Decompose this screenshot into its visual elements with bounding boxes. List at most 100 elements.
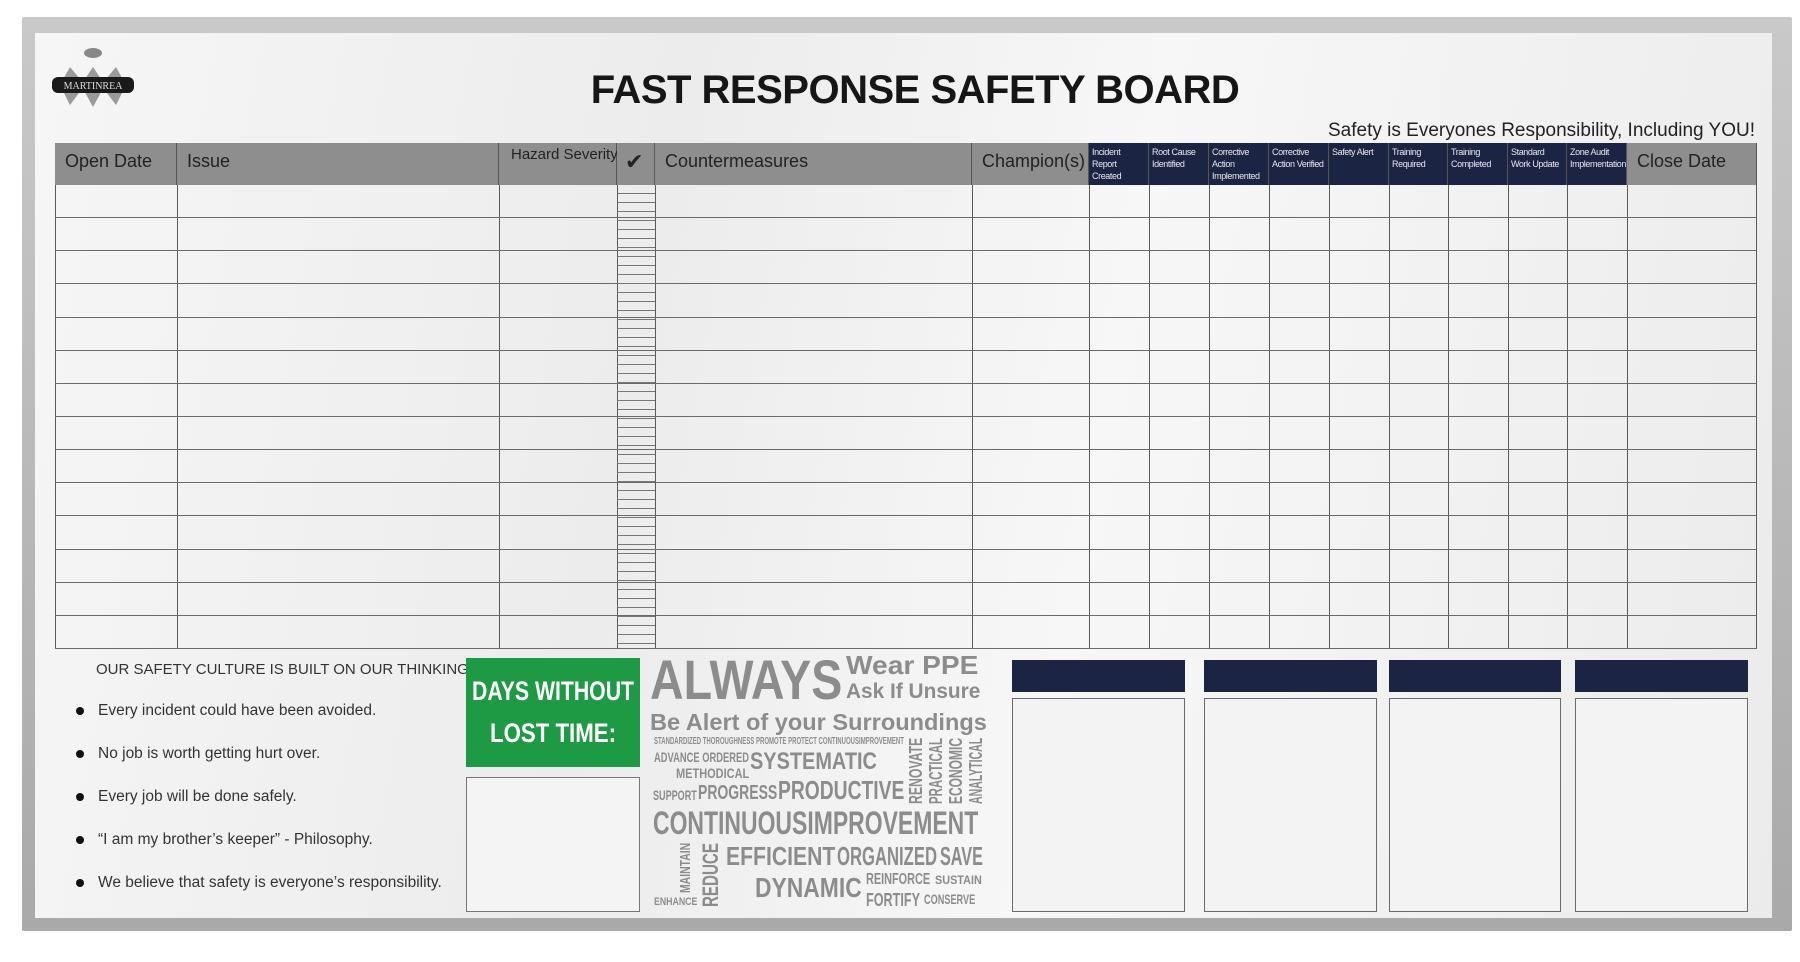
bullet-icon: [76, 878, 84, 887]
grid-column-line: [1089, 185, 1090, 649]
word: SAVE: [940, 841, 983, 871]
word: RENOVATE: [906, 737, 926, 804]
grid-row-line: [55, 217, 1757, 218]
panel-box-4[interactable]: [1575, 698, 1748, 912]
word: SUPPORT: [653, 787, 697, 803]
column-header: Training Completed: [1448, 143, 1508, 185]
panel-box-3[interactable]: [1389, 698, 1561, 912]
bullet-icon: [76, 749, 84, 758]
grid-row-line: [55, 582, 1757, 583]
column-header: Zone Audit Implementation: [1567, 143, 1627, 185]
bullet-icon: [76, 706, 84, 715]
word: ECONOMIC: [946, 738, 966, 804]
panel-header-3: [1389, 660, 1561, 692]
bullet-text: “I am my brother’s keeper” - Philosophy.: [98, 831, 373, 848]
safety-word-cloud: ALWAYS Wear PPE Ask If Unsure Be Alert o…: [650, 652, 992, 918]
column-header: Root Cause Identified: [1149, 143, 1209, 185]
days-without-lost-time-label: DAYS WITHOUT LOST TIME:: [466, 658, 640, 767]
word: REDUCE: [698, 843, 723, 907]
culture-bullet: We believe that safety is everyone’s res…: [76, 874, 442, 892]
column-header: Corrective Action Verified: [1269, 143, 1329, 185]
word: ENHANCE: [654, 896, 698, 908]
board-subtitle: Safety is Everyones Responsibility, Incl…: [1328, 120, 1755, 141]
grid-column-line: [1627, 185, 1628, 649]
grid-row-line: [55, 549, 1757, 550]
column-header: Champion(s): [972, 143, 1089, 185]
word: CONSERVE: [924, 891, 976, 907]
grid-column-line: [1209, 185, 1210, 649]
grid-row-line: [55, 383, 1757, 384]
grid-column-line: [655, 185, 656, 649]
word: SYSTEMATIC: [750, 748, 877, 775]
grid-row-line: [55, 283, 1757, 284]
panel-box-1[interactable]: [1012, 698, 1185, 912]
column-header: Issue: [177, 143, 499, 185]
word: EFFICIENT: [726, 841, 836, 871]
culture-bullet: Every incident could have been avoided.: [76, 702, 376, 720]
column-header: Training Required: [1389, 143, 1448, 185]
grid-row-line: [55, 515, 1757, 516]
culture-bullet: No job is worth getting hurt over.: [76, 745, 320, 763]
grid-row-line: [55, 648, 1757, 649]
grid-row-line: [55, 615, 1757, 616]
grid-row-line: [55, 449, 1757, 450]
grid-column-line: [1756, 185, 1757, 649]
word-alert: Be Alert of your Surroundings: [650, 709, 987, 735]
panel-header-2: [1204, 660, 1377, 692]
bullet-text: Every job will be done safely.: [98, 788, 297, 805]
grid-column-line: [1329, 185, 1330, 649]
grid-column-line: [972, 185, 973, 649]
word: PROGRESS: [698, 782, 778, 804]
column-header: ✔: [617, 143, 655, 185]
column-header: Incident Report Created: [1089, 143, 1149, 185]
bullet-icon: [76, 835, 84, 844]
word: DYNAMIC: [755, 872, 862, 903]
column-header: Corrective Action Implemented: [1209, 143, 1269, 185]
word: ORGANIZED: [837, 841, 937, 871]
bullet-text: We believe that safety is everyone’s res…: [98, 874, 442, 891]
checkbox-column[interactable]: [617, 185, 655, 649]
word: CONTINUOUSIMPROVEMENT: [653, 805, 979, 841]
panel-header-1: [1012, 660, 1185, 692]
culture-bullet: “I am my brother’s keeper” - Philosophy.: [76, 831, 373, 849]
word: REINFORCE: [866, 871, 931, 888]
word: MAINTAIN: [677, 842, 694, 893]
bullet-icon: [76, 792, 84, 801]
panel-header-4: [1575, 660, 1748, 692]
grid-row-line: [55, 317, 1757, 318]
grid-row-line: [55, 416, 1757, 417]
bullet-text: Every incident could have been avoided.: [98, 702, 377, 719]
grid-row-line: [55, 250, 1757, 251]
grid-column-line: [1567, 185, 1568, 649]
word-ask: Ask If Unsure: [846, 680, 981, 703]
bullet-text: No job is worth getting hurt over.: [98, 745, 321, 762]
column-header: Countermeasures: [655, 143, 972, 185]
grid-row-line: [55, 350, 1757, 351]
days-count-box[interactable]: [466, 777, 640, 912]
word: STANDARDIZED THOROUGHNESS PROMOTE PROTEC…: [654, 736, 904, 747]
panel-box-2[interactable]: [1204, 698, 1377, 912]
days-line2: LOST TIME:: [490, 718, 616, 748]
martinrea-logo: MARTINREA: [50, 45, 136, 125]
grid-column-line: [177, 185, 178, 649]
grid-column-line: [1269, 185, 1270, 649]
table-header: Open Date Issue Hazard Severity ✔ Countermea…: [55, 143, 1757, 185]
column-header: Close Date: [1627, 143, 1757, 185]
culture-heading: OUR SAFETY CULTURE IS BUILT ON OUR THINK…: [96, 661, 473, 678]
word: PRACTICAL: [926, 738, 946, 804]
grid-row-line: [55, 482, 1757, 483]
word: PRODUCTIVE: [778, 775, 905, 805]
grid-column-line: [1448, 185, 1449, 649]
logo-text: MARTINREA: [64, 81, 124, 92]
tracking-grid[interactable]: [55, 185, 1757, 649]
board-title: FAST RESPONSE SAFETY BOARD: [590, 68, 1240, 112]
grid-column-line: [1389, 185, 1390, 649]
word-always: ALWAYS: [650, 648, 843, 711]
grid-column-line: [1508, 185, 1509, 649]
word: METHODICAL: [676, 765, 750, 781]
days-line1: DAYS WITHOUT: [472, 676, 635, 706]
column-header: Hazard Severity: [499, 143, 618, 185]
word: FORTIFY: [866, 890, 920, 910]
word: ADVANCE ORDERED: [654, 749, 750, 765]
word-wear-ppe: Wear PPE: [846, 650, 979, 680]
